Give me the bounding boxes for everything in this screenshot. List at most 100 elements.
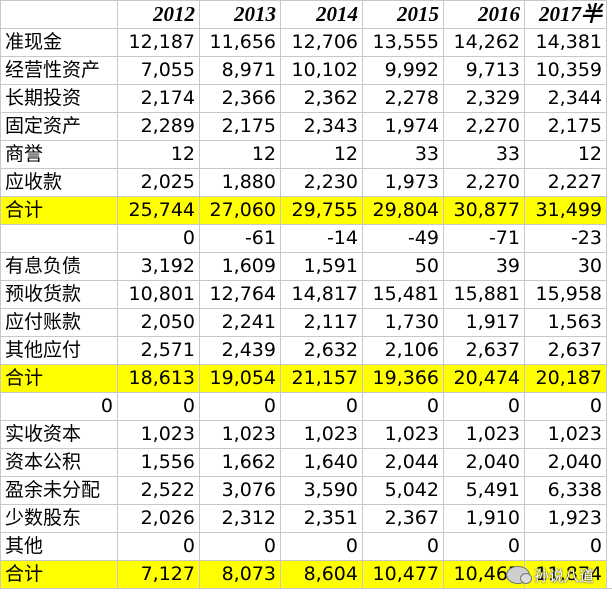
value-cell[interactable]: 2,040 bbox=[524, 448, 607, 477]
value-cell[interactable]: 5,491 bbox=[443, 476, 525, 505]
value-cell[interactable]: 2,230 bbox=[280, 168, 363, 197]
value-cell[interactable]: 0 bbox=[117, 224, 200, 253]
value-cell[interactable]: 29,804 bbox=[362, 196, 444, 225]
value-cell[interactable]: 50 bbox=[362, 252, 444, 281]
value-cell[interactable]: 10,102 bbox=[280, 56, 363, 85]
value-cell[interactable]: 21,157 bbox=[280, 364, 363, 393]
value-cell[interactable]: 9,713 bbox=[443, 56, 525, 85]
row-label-cell[interactable]: 其他应付 bbox=[0, 336, 118, 365]
year-header-cell[interactable]: 2012 bbox=[117, 0, 200, 29]
value-cell[interactable]: 1,730 bbox=[362, 308, 444, 337]
value-cell[interactable]: 14,262 bbox=[443, 28, 525, 57]
row-label-cell[interactable]: 长期投资 bbox=[0, 84, 118, 113]
value-cell[interactable]: 2,367 bbox=[362, 504, 444, 533]
value-cell[interactable]: 12 bbox=[524, 140, 607, 169]
value-cell[interactable]: 10,359 bbox=[524, 56, 607, 85]
value-cell[interactable]: 20,474 bbox=[443, 364, 525, 393]
value-cell[interactable]: 1,023 bbox=[524, 420, 607, 449]
row-label-cell[interactable]: 盈余未分配 bbox=[0, 476, 118, 505]
value-cell[interactable]: -49 bbox=[362, 224, 444, 253]
value-cell[interactable]: 33 bbox=[362, 140, 444, 169]
value-cell[interactable]: 1,023 bbox=[117, 420, 200, 449]
value-cell[interactable]: 2,632 bbox=[280, 336, 363, 365]
value-cell[interactable]: 2,522 bbox=[117, 476, 200, 505]
row-label-cell[interactable]: 应付账款 bbox=[0, 308, 118, 337]
value-cell[interactable]: 0 bbox=[362, 392, 444, 421]
value-cell[interactable]: 20,187 bbox=[524, 364, 607, 393]
value-cell[interactable]: 6,338 bbox=[524, 476, 607, 505]
value-cell[interactable]: 2,270 bbox=[443, 168, 525, 197]
value-cell[interactable]: 2,362 bbox=[280, 84, 363, 113]
row-label-cell[interactable]: 商誉 bbox=[0, 140, 118, 169]
row-label-cell[interactable]: 合计 bbox=[0, 364, 118, 393]
value-cell[interactable]: 2,241 bbox=[199, 308, 281, 337]
value-cell[interactable]: 33 bbox=[443, 140, 525, 169]
value-cell[interactable]: 0 bbox=[280, 392, 363, 421]
value-cell[interactable]: 19,366 bbox=[362, 364, 444, 393]
value-cell[interactable]: 9,992 bbox=[362, 56, 444, 85]
value-cell[interactable]: 0 bbox=[362, 532, 444, 561]
row-label-cell[interactable]: 实收资本 bbox=[0, 420, 118, 449]
value-cell[interactable]: 18,613 bbox=[117, 364, 200, 393]
value-cell[interactable]: 2,329 bbox=[443, 84, 525, 113]
value-cell[interactable]: -23 bbox=[524, 224, 607, 253]
value-cell[interactable]: 2,637 bbox=[524, 336, 607, 365]
value-cell[interactable]: 2,344 bbox=[524, 84, 607, 113]
value-cell[interactable]: 39 bbox=[443, 252, 525, 281]
value-cell[interactable]: 2,312 bbox=[199, 504, 281, 533]
row-label-cell[interactable]: 经营性资产 bbox=[0, 56, 118, 85]
year-header-cell[interactable]: 2016 bbox=[443, 0, 525, 29]
year-header-cell[interactable]: 2017半 bbox=[524, 0, 607, 29]
value-cell[interactable]: 7,055 bbox=[117, 56, 200, 85]
value-cell[interactable]: 1,609 bbox=[199, 252, 281, 281]
value-cell[interactable]: 0 bbox=[117, 532, 200, 561]
value-cell[interactable]: 30,877 bbox=[443, 196, 525, 225]
row-label-cell[interactable]: 准现金 bbox=[0, 28, 118, 57]
value-cell[interactable]: 7,127 bbox=[117, 560, 200, 589]
value-cell[interactable]: 2,117 bbox=[280, 308, 363, 337]
value-cell[interactable]: 27,060 bbox=[199, 196, 281, 225]
row-label-cell[interactable]: 预收货款 bbox=[0, 280, 118, 309]
row-label-cell[interactable]: 资本公积 bbox=[0, 448, 118, 477]
value-cell[interactable]: 1,023 bbox=[362, 420, 444, 449]
value-cell[interactable]: 30 bbox=[524, 252, 607, 281]
value-cell[interactable]: 5,042 bbox=[362, 476, 444, 505]
value-cell[interactable]: 0 bbox=[117, 392, 200, 421]
value-cell[interactable]: 0 bbox=[280, 532, 363, 561]
value-cell[interactable]: 14,817 bbox=[280, 280, 363, 309]
value-cell[interactable]: 1,973 bbox=[362, 168, 444, 197]
value-cell[interactable]: 12 bbox=[117, 140, 200, 169]
value-cell[interactable]: 2,174 bbox=[117, 84, 200, 113]
value-cell[interactable]: 0 bbox=[199, 532, 281, 561]
row-label-cell[interactable]: 合计 bbox=[0, 196, 118, 225]
value-cell[interactable]: 1,563 bbox=[524, 308, 607, 337]
value-cell[interactable]: 2,571 bbox=[117, 336, 200, 365]
value-cell[interactable]: 1,880 bbox=[199, 168, 281, 197]
value-cell[interactable]: 1,923 bbox=[524, 504, 607, 533]
value-cell[interactable]: -71 bbox=[443, 224, 525, 253]
value-cell[interactable]: 11,656 bbox=[199, 28, 281, 57]
year-header-cell[interactable]: 2015 bbox=[362, 0, 444, 29]
value-cell[interactable]: 1,591 bbox=[280, 252, 363, 281]
row-label-cell[interactable]: 0 bbox=[0, 392, 118, 421]
value-cell[interactable]: 2,106 bbox=[362, 336, 444, 365]
row-label-cell[interactable]: 应收款 bbox=[0, 168, 118, 197]
value-cell[interactable]: 15,881 bbox=[443, 280, 525, 309]
value-cell[interactable]: 25,744 bbox=[117, 196, 200, 225]
value-cell[interactable]: 3,192 bbox=[117, 252, 200, 281]
value-cell[interactable]: 3,590 bbox=[280, 476, 363, 505]
row-label-cell[interactable]: 合计 bbox=[0, 560, 118, 589]
value-cell[interactable]: -14 bbox=[280, 224, 363, 253]
value-cell[interactable]: 19,054 bbox=[199, 364, 281, 393]
value-cell[interactable]: 0 bbox=[199, 392, 281, 421]
value-cell[interactable]: 8,604 bbox=[280, 560, 363, 589]
header-corner-cell[interactable] bbox=[0, 0, 118, 29]
value-cell[interactable]: 15,958 bbox=[524, 280, 607, 309]
row-label-cell[interactable]: 固定资产 bbox=[0, 112, 118, 141]
value-cell[interactable]: 12,764 bbox=[199, 280, 281, 309]
value-cell[interactable]: 11,874 bbox=[524, 560, 607, 589]
value-cell[interactable]: 2,025 bbox=[117, 168, 200, 197]
value-cell[interactable]: 8,971 bbox=[199, 56, 281, 85]
value-cell[interactable]: 10,477 bbox=[362, 560, 444, 589]
value-cell[interactable]: 12 bbox=[199, 140, 281, 169]
